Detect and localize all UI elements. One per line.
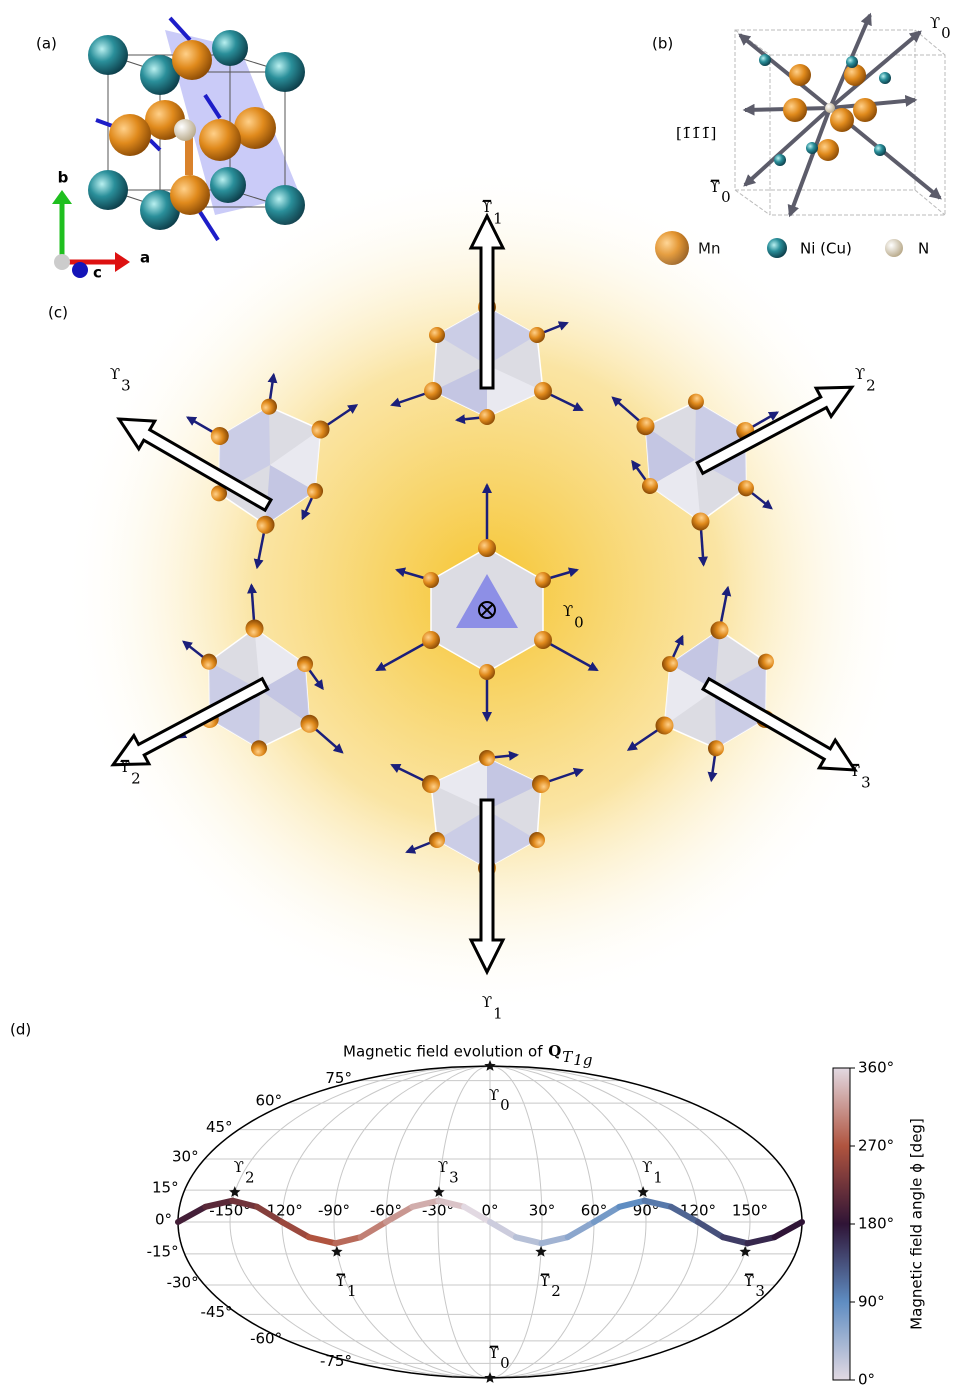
marker-star [229,1186,240,1197]
colorbar-tick-label: 180° [858,1215,894,1233]
field-curve [361,1222,386,1237]
y-tick-label: -45° [201,1303,233,1321]
symbol-subscript: 1 [653,1168,663,1186]
symbol-subscript: 0 [574,614,584,632]
y-tick-label: 75° [325,1069,352,1087]
y-tick-label: 45° [206,1118,233,1136]
symbol-subscript: 1 [493,1005,503,1023]
chart-title-symbol: Q [548,1042,561,1060]
legend-label: N [918,240,929,258]
colorbar-tick-label: 0° [858,1371,875,1389]
chart-title: Magnetic field evolution of [343,1043,543,1061]
x-tick-label: 150° [732,1202,768,1220]
field-curve [490,1222,516,1237]
colorbar-tick-label: 90° [858,1293,885,1311]
y-tick-label: 60° [256,1092,283,1110]
marker-star [637,1186,648,1197]
panel-c: (c) [48,165,912,1015]
symbol-subscript: 3 [861,774,871,792]
field-curve [568,1222,594,1237]
chart-title-sub: T [562,1048,573,1066]
symbol-subscript: 1 [347,1282,357,1300]
field-curve [698,1222,723,1237]
field-curve [748,1237,775,1243]
field-curve [282,1222,309,1237]
symbol-subscript: 3 [121,377,131,395]
symbol-subscript: 0 [500,1354,510,1372]
panel-label: (a) [36,35,57,53]
symbol-label: ϒ [234,1158,244,1176]
marker-star [740,1246,751,1257]
symbol-label: ϒ [482,993,492,1011]
field-curve [542,1237,568,1243]
symbol-label: ϒ [855,365,865,383]
symbol-label: ϒ [438,1158,448,1176]
symbol-label: ϒ [930,14,940,32]
x-tick-label: -90° [318,1202,350,1220]
y-tick-label: -75° [320,1352,352,1370]
field-curve [309,1237,336,1243]
chart-title-subsub: 1g [573,1051,592,1069]
symbol-subscript: 2 [131,770,141,788]
legend-label: Ni (Cu) [800,240,852,258]
symbol-label: ϒ [563,602,573,620]
axis-label: a [140,249,150,267]
symbol-label: ϒ [110,365,120,383]
y-tick-label: -60° [250,1329,282,1347]
colorbar-tick-label: 270° [858,1137,894,1155]
field-curve [178,1207,205,1222]
field-curve [335,1237,360,1243]
colorbar [833,1068,850,1380]
field-curve [516,1237,542,1243]
y-tick-label: 0° [155,1211,172,1229]
figure: (a) b a c (b) [1̄1̄1̄] Mn Ni (Cu) N (c) [0,0,965,1389]
axis-label: b [58,169,69,187]
marker-star [484,1372,495,1383]
y-tick-label: 30° [172,1147,199,1165]
symbol-label: ϒ [642,1158,652,1176]
symbol-label: ϒ [489,1086,499,1104]
field-curve [723,1237,748,1243]
field-curve [775,1222,802,1237]
symbol-subscript: 2 [245,1168,255,1186]
panel-label: (c) [48,304,68,322]
symbol-subscript: 0 [500,1096,510,1114]
symbol-subscript: 2 [866,377,876,395]
y-tick-label: 15° [152,1179,179,1197]
axis-label: c [93,264,102,282]
marker-star [331,1246,342,1257]
panel-label: (d) [10,1021,31,1039]
x-tick-label: 30° [529,1202,556,1220]
symbol-subscript: 3 [755,1282,765,1300]
symbol-subscript: 0 [721,188,731,206]
symbol-subscript: 1 [493,210,503,228]
panel-d: (d) -75°-60°-45°-30°-15°0°15°30°45°60°75… [10,1021,926,1389]
direction-label: [1̄1̄1̄] [676,124,716,142]
y-tick-label: -15° [147,1242,179,1260]
symbol-subscript: 2 [551,1282,561,1300]
symbol-subscript: 0 [941,24,951,42]
symbol-subscript: 3 [449,1168,459,1186]
colorbar-label: Magnetic field angle ϕ [deg] [908,1118,926,1330]
colorbar-tick-label: 360° [858,1059,894,1077]
panel-label: (b) [652,35,673,53]
y-tick-label: -30° [167,1274,199,1292]
